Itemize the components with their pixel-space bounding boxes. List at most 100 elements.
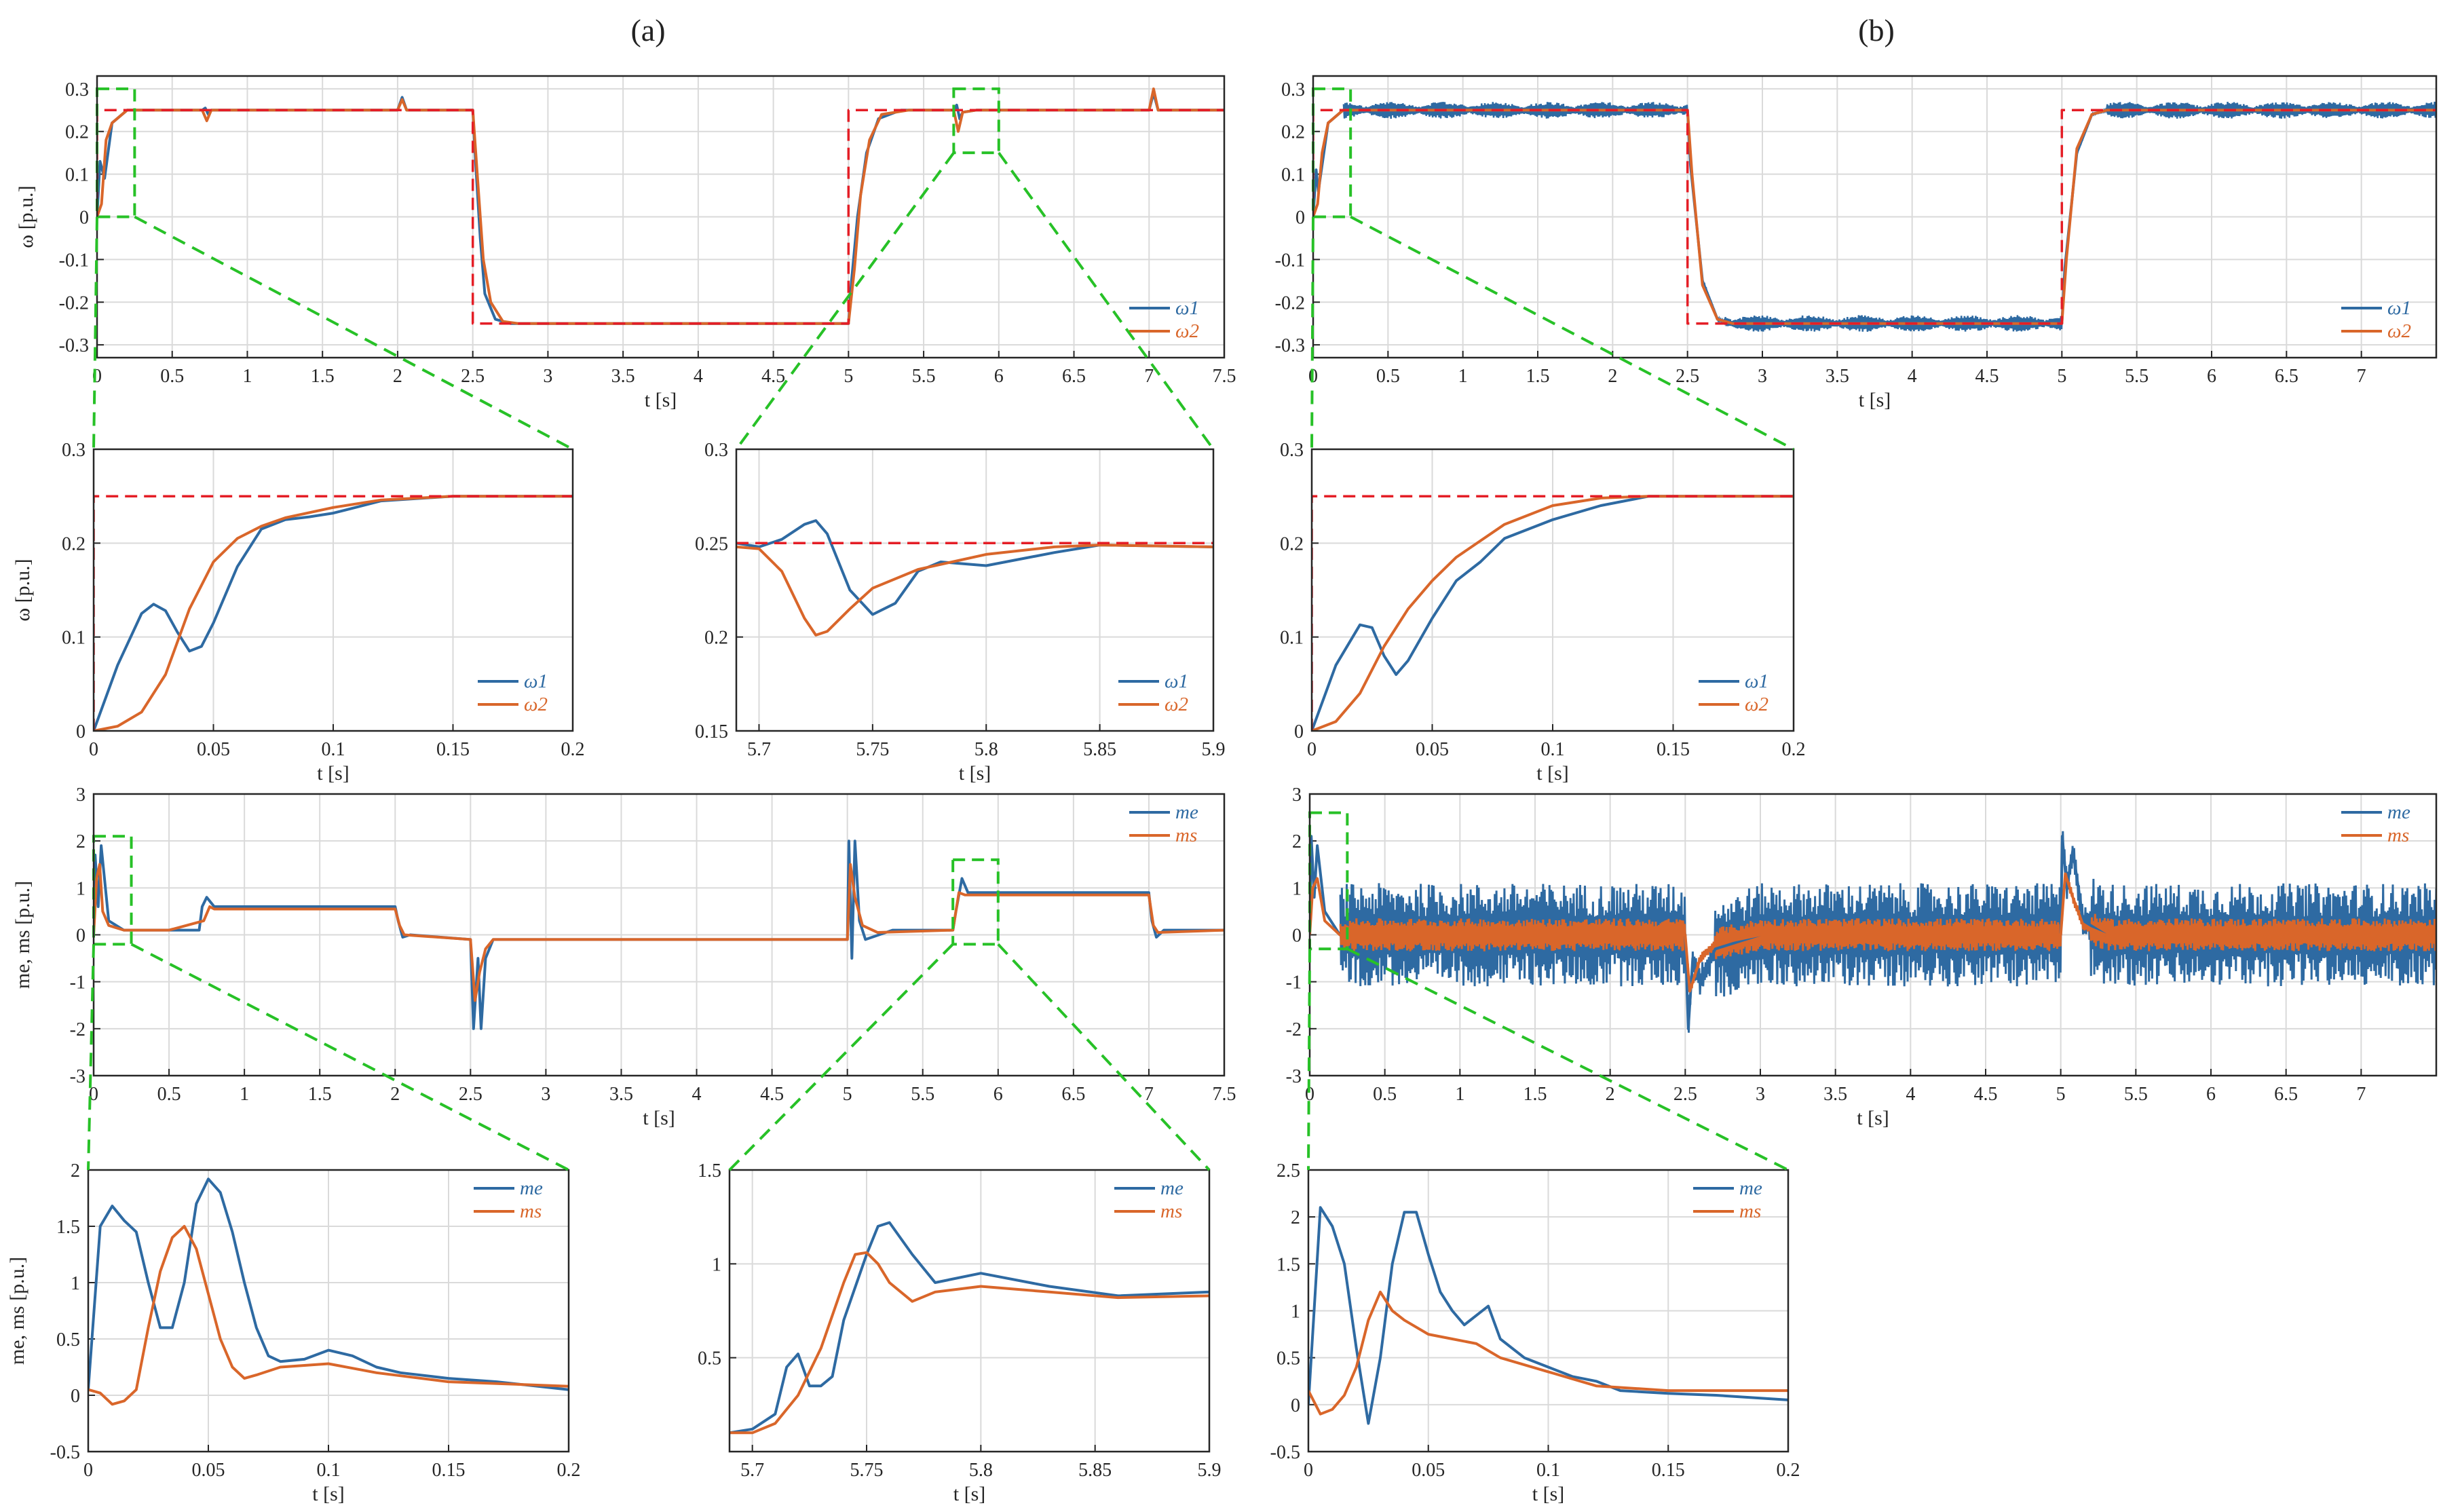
y-tick-label: 0.2	[65, 122, 89, 143]
x-tick-label: 0	[1304, 1460, 1313, 1481]
x-tick-label: 1.5	[1524, 1084, 1547, 1105]
y-tick-label: 0.2	[1281, 122, 1305, 143]
series-s2-line	[736, 544, 1213, 637]
x-tick-label: 2.5	[461, 366, 485, 387]
y-axis-label: ω [p.u.]	[15, 185, 37, 248]
series-s2-line	[1312, 495, 1794, 731]
x-tick-label: 0	[89, 1084, 98, 1105]
x-tick-label: 2.5	[1673, 1084, 1697, 1105]
x-tick-label: 5.8	[969, 1460, 993, 1481]
x-tick-label: 7.5	[1213, 1084, 1236, 1105]
x-tick-label: 0.5	[157, 1084, 181, 1105]
x-tick-label: 4.5	[1975, 366, 1999, 387]
x-tick-label: 4.5	[1974, 1084, 1998, 1105]
zoom-connector	[1307, 949, 1311, 1171]
x-tick-label: 4	[1906, 1084, 1915, 1105]
y-tick-label: 3	[1292, 785, 1302, 806]
x-tick-label: 6.5	[2275, 366, 2298, 387]
x-tick-label: 0.05	[1412, 1460, 1445, 1481]
chart-b1: 0 0.5 1 1.5 2 2.5 3 3.5 4 4.5 5 5.5 6 6.5 7 -0.3 -0.2 -0.…	[1275, 75, 2438, 411]
y-tick-label: 0.15	[695, 721, 728, 742]
legend-label: ω1	[2387, 297, 2411, 319]
legend-label: me	[1175, 801, 1198, 823]
legend-label: ω1	[524, 670, 548, 692]
chart-a4: 0 0.5 1 1.5 2 2.5 3 3.5 4 4.5 5 5.5 6 6.5 7 7.5 -3 -2 -1 0 1…	[12, 785, 1236, 1129]
x-tick-label: 0.05	[197, 739, 230, 760]
axes-frame	[1310, 448, 1795, 732]
y-tick-label: 0.25	[695, 533, 728, 554]
x-tick-label: 4	[694, 366, 703, 387]
x-tick-label: 3	[1756, 1084, 1765, 1105]
y-tick-label: 0.1	[1280, 628, 1304, 649]
legend-label: me	[1739, 1177, 1762, 1199]
x-tick-label: 4	[1908, 366, 1917, 387]
x-axis-label: t [s]	[1859, 389, 1891, 411]
data-area	[1310, 831, 2436, 1033]
x-tick-label: 0.15	[432, 1460, 466, 1481]
y-tick-label: 1	[76, 878, 86, 899]
y-tick-label: -0.3	[1275, 335, 1305, 356]
y-tick-label: 1.5	[56, 1217, 80, 1238]
legend-label: ms	[1739, 1201, 1761, 1222]
y-tick-label: 0.5	[698, 1348, 721, 1369]
series-s1-line	[94, 839, 1224, 1030]
series-s1-line	[1308, 1206, 1788, 1425]
x-tick-label: 0.5	[1373, 1084, 1397, 1105]
y-tick-label: -0.5	[50, 1442, 80, 1463]
plots-layer: 0 0.5 1 1.5 2 2.5 3 3.5 4 4.5 5 5.5 6 6.5 7 7.5 -0.3 -0.2…	[6, 75, 2438, 1505]
x-tick-label: 5.9	[1198, 1460, 1222, 1481]
legend-label: ω2	[2387, 320, 2411, 342]
y-tick-label: 0.5	[56, 1329, 80, 1350]
y-tick-label: 0.1	[1281, 165, 1305, 186]
x-tick-label: 6.5	[1062, 366, 1086, 387]
y-tick-label: -2	[70, 1019, 86, 1040]
legend-label: ms	[520, 1201, 542, 1222]
legend-label: ms	[1175, 825, 1197, 846]
x-tick-label: 0.5	[1376, 366, 1400, 387]
y-tick-label: -0.2	[1275, 292, 1305, 314]
x-tick-label: 5.75	[856, 739, 889, 760]
zoom-connectors-layer	[87, 151, 1794, 1171]
series-s1-line	[88, 1177, 569, 1391]
series-reference-line	[1313, 109, 2436, 325]
y-tick-label: 0.1	[62, 628, 86, 649]
zoom-connector	[92, 216, 98, 450]
x-tick-label: 0.05	[192, 1460, 225, 1481]
x-tick-label: 1.5	[308, 1084, 332, 1105]
x-tick-label: 0.5	[160, 366, 184, 387]
y-tick-label: -0.3	[59, 335, 89, 356]
data-area	[730, 1221, 1209, 1435]
x-tick-label: 6	[994, 366, 1004, 387]
legend-label: ω2	[524, 694, 548, 715]
zoom-box	[951, 858, 1000, 946]
y-tick-label: 2	[1291, 1207, 1300, 1228]
zoom-connector	[1310, 216, 1314, 450]
x-tick-label: 1.5	[311, 366, 335, 387]
x-tick-label: 0.15	[436, 739, 470, 760]
y-tick-label: 2	[71, 1160, 80, 1182]
x-tick-label: 4.5	[760, 1084, 784, 1105]
y-tick-label: 0.5	[1276, 1348, 1300, 1369]
zoom-box	[1308, 811, 1349, 951]
x-tick-label: 5.75	[850, 1460, 884, 1481]
x-tick-label: 0	[1305, 1084, 1314, 1105]
zoom-connector	[134, 215, 573, 451]
x-tick-label: 5.9	[1202, 739, 1226, 760]
y-tick-label: 0.1	[65, 165, 89, 186]
y-tick-label: 1	[712, 1254, 721, 1275]
x-axis-label: t [s]	[645, 389, 677, 411]
x-axis-label: t [s]	[643, 1107, 675, 1129]
y-tick-label: 2	[76, 831, 86, 852]
series-reference-line	[1312, 495, 1794, 731]
legend-label: me	[1160, 1177, 1184, 1199]
x-tick-label: 6	[2207, 366, 2216, 387]
x-tick-label: 3	[543, 366, 552, 387]
noise-band-ω1	[1342, 101, 2436, 332]
axes-frame	[92, 448, 574, 732]
data-area	[1308, 1206, 1788, 1425]
x-tick-label: 5	[2056, 1084, 2066, 1105]
x-tick-label: 0.1	[322, 739, 345, 760]
series-s1-line	[1312, 495, 1794, 731]
